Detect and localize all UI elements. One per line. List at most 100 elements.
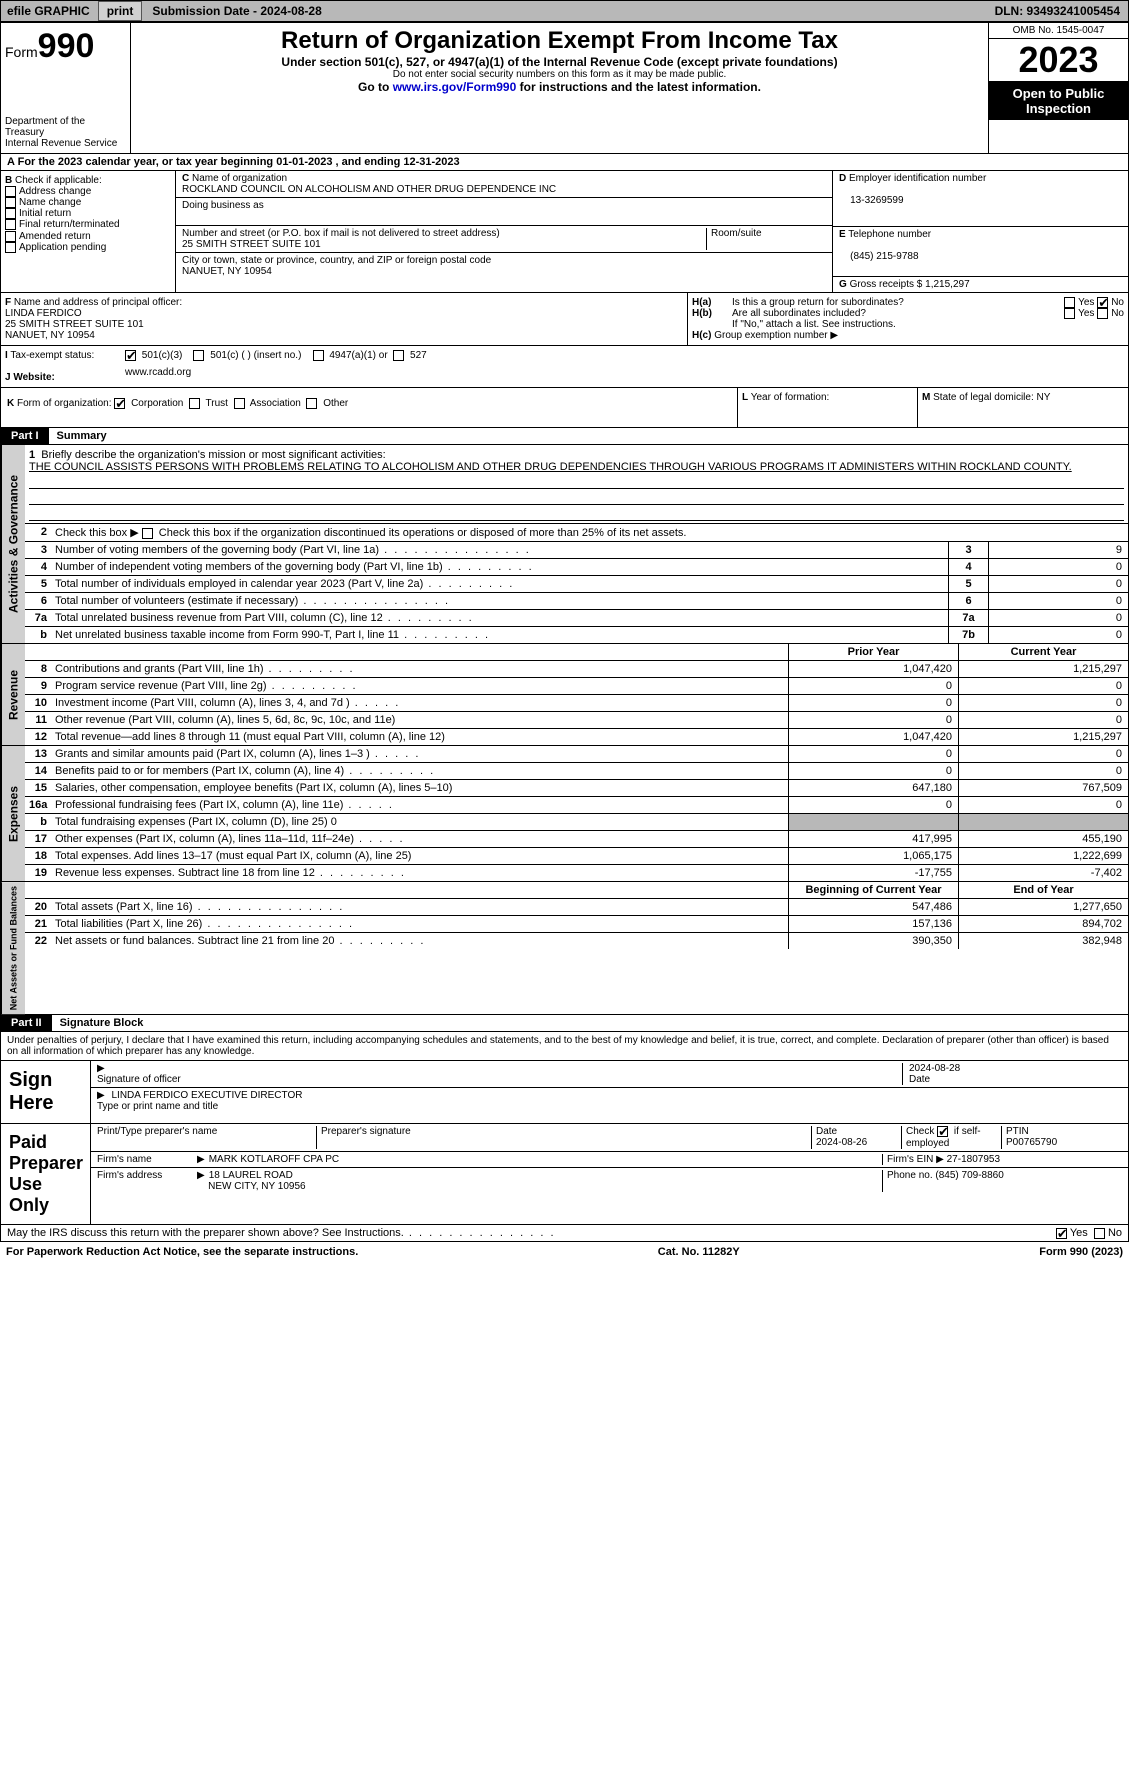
discuss-row: May the IRS discuss this return with the… [0, 1225, 1129, 1242]
dba-label: Doing business as [182, 200, 264, 211]
chk-501c3[interactable] [125, 350, 136, 361]
ha-text: Is this a group return for subordinates? [732, 297, 904, 308]
sig-row2: LINDA FERDICO EXECUTIVE DIRECTOR Type or… [91, 1088, 1128, 1114]
dln: DLN: 93493241005454 [995, 4, 1128, 18]
l21p: 157,136 [788, 916, 958, 932]
n4: 4 [25, 559, 51, 575]
part1-bar: Part I Summary [0, 428, 1129, 445]
sig-name: LINDA FERDICO EXECUTIVE DIRECTOR [111, 1090, 302, 1101]
arrow-ein: ▶ [936, 1154, 944, 1165]
l16ac: 0 [958, 797, 1128, 813]
footer-right: Form 990 (2023) [1039, 1246, 1123, 1258]
prep-row2: Firm's name MARK KOTLAROFF CPA PC Firm's… [91, 1152, 1128, 1168]
n18: 18 [25, 848, 51, 864]
l7a-text: Total unrelated business revenue from Pa… [51, 610, 948, 626]
l19p: -17,755 [788, 865, 958, 881]
sig-row1: Signature of officer 2024-08-28Date [91, 1061, 1128, 1088]
chk-name-change[interactable] [5, 197, 16, 208]
prep-row3: Firm's address 18 LAUREL ROAD NEW CITY, … [91, 1168, 1128, 1194]
arrow2: ▶ [130, 527, 138, 539]
chk-assoc[interactable] [234, 398, 245, 409]
l22p: 390,350 [788, 933, 958, 949]
section-fh: F Name and address of principal officer:… [0, 293, 1129, 346]
ha-yes: Yes [1078, 297, 1094, 308]
irs-link[interactable]: www.irs.gov/Form990 [393, 80, 517, 94]
chk-hb-yes[interactable] [1064, 308, 1075, 319]
chk-corp[interactable] [114, 398, 125, 409]
print-button[interactable]: print [98, 1, 143, 21]
n12: 12 [25, 729, 51, 745]
l16bc [958, 814, 1128, 830]
mission-line3 [29, 507, 1124, 521]
state-domicile-val: NY [1037, 392, 1051, 403]
form-org-label: Form of organization: [17, 398, 112, 409]
efile-label: efile GRAPHIC [1, 4, 96, 18]
chk-final-return[interactable] [5, 219, 16, 230]
v7a: 0 [988, 610, 1128, 626]
l10t: Investment income (Part VIII, column (A)… [51, 695, 788, 711]
col-current: Current Year [958, 644, 1128, 660]
officer-name: LINDA FERDICO [5, 308, 82, 319]
chk-discuss-yes[interactable] [1056, 1228, 1067, 1239]
year-formation-label: Year of formation: [751, 392, 830, 403]
ein-val: 13-3269599 [850, 195, 903, 206]
chk-self-employed[interactable] [937, 1126, 948, 1137]
chk-address-change[interactable] [5, 186, 16, 197]
l17c: 455,190 [958, 831, 1128, 847]
n20: 20 [25, 899, 51, 915]
l11c: 0 [958, 712, 1128, 728]
v7b: 0 [988, 627, 1128, 643]
chk-4947[interactable] [313, 350, 324, 361]
sig-officer-label: Signature of officer [97, 1074, 181, 1085]
l15p: 647,180 [788, 780, 958, 796]
vert-governance: Activities & Governance [1, 445, 25, 643]
firm-name-label: Firm's name [97, 1154, 152, 1165]
tax-status-label: Tax-exempt status: [10, 350, 94, 361]
chk-discontinued[interactable] [142, 528, 153, 539]
expenses-body: 13Grants and similar amounts paid (Part … [25, 746, 1128, 881]
chk-amended-return[interactable] [5, 231, 16, 242]
header-right: OMB No. 1545-0047 2023 Open to Public In… [988, 23, 1128, 153]
chk-501c[interactable] [193, 350, 204, 361]
chk-ha-no[interactable] [1097, 297, 1108, 308]
chk-hb-no[interactable] [1097, 308, 1108, 319]
l13t: Grants and similar amounts paid (Part IX… [51, 746, 788, 762]
n14: 14 [25, 763, 51, 779]
b4: 4 [948, 559, 988, 575]
l14c: 0 [958, 763, 1128, 779]
chk-ha-yes[interactable] [1064, 297, 1075, 308]
l17t: Other expenses (Part IX, column (A), lin… [51, 831, 788, 847]
form-title: Return of Organization Exempt From Incom… [139, 27, 980, 55]
chk-discuss-no[interactable] [1094, 1228, 1105, 1239]
chk-trust[interactable] [189, 398, 200, 409]
netassets-body: Beginning of Current Year End of Year 20… [25, 882, 1128, 1014]
section-revenue: Revenue Prior Year Current Year 8Contrib… [0, 644, 1129, 746]
chk-application-pending[interactable] [5, 242, 16, 253]
n11: 11 [25, 712, 51, 728]
chk-527[interactable] [393, 350, 404, 361]
n10: 10 [25, 695, 51, 711]
blank-b [25, 644, 51, 660]
chk-initial-return[interactable] [5, 208, 16, 219]
l19c: -7,402 [958, 865, 1128, 881]
box-e: E Telephone number (845) 215-9788 [833, 227, 1128, 277]
col-begin: Beginning of Current Year [788, 882, 958, 898]
ptin-label: PTIN [1006, 1126, 1029, 1137]
hc-text: Group exemption number [714, 330, 827, 341]
n17: 17 [25, 831, 51, 847]
revenue-body: Prior Year Current Year 8Contributions a… [25, 644, 1128, 745]
section-governance: Activities & Governance 1 Briefly descri… [0, 445, 1129, 644]
hb-note: If "No," attach a list. See instructions… [732, 319, 896, 330]
prep-sig-label: Preparer's signature [321, 1126, 411, 1137]
opt-address-change: Address change [19, 186, 91, 197]
submission-date: Submission Date - 2024-08-28 [144, 4, 329, 18]
hb-no: No [1111, 308, 1124, 319]
chk-other[interactable] [306, 398, 317, 409]
section-expenses: Expenses 13Grants and similar amounts pa… [0, 746, 1129, 882]
l19t: Revenue less expenses. Subtract line 18 … [51, 865, 788, 881]
l20p: 547,486 [788, 899, 958, 915]
n8: 8 [25, 661, 51, 677]
mission-label: Briefly describe the organization's miss… [41, 449, 385, 461]
box-c: C Name of organization ROCKLAND COUNCIL … [176, 171, 833, 292]
header-left: Form990 Department of the Treasury Inter… [1, 23, 131, 153]
